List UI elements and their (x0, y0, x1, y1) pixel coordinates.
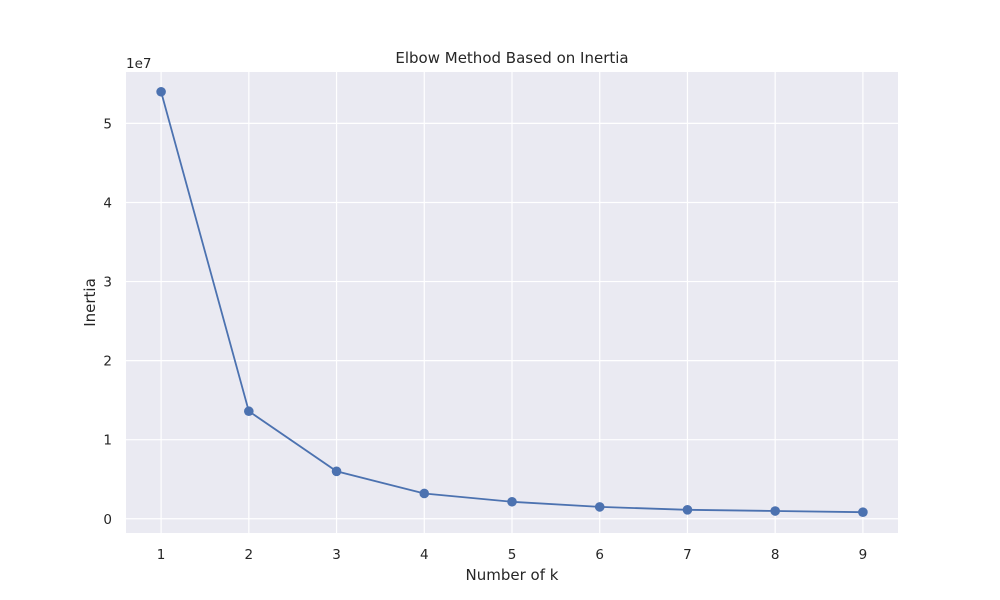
data-point (244, 406, 254, 417)
series-group (156, 86, 868, 518)
data-point (156, 86, 166, 97)
y-tick-label: 1 (103, 433, 112, 449)
x-tick-label: 3 (332, 547, 341, 563)
data-point (594, 502, 605, 512)
ticks: 1 2 3 4 5 6 7 8 9 0 1 2 3 4 5 (103, 116, 867, 563)
y-axis-offset-label: 1e7 (126, 56, 151, 72)
grid (126, 72, 898, 533)
y-tick-label: 3 (103, 275, 112, 291)
data-point (858, 507, 868, 518)
y-axis-label: Inertia (81, 278, 99, 327)
x-tick-label: 9 (859, 547, 868, 563)
x-tick-label: 4 (420, 547, 429, 563)
x-tick-label: 2 (245, 547, 254, 563)
data-point (419, 488, 430, 499)
y-tick-label: 0 (103, 512, 112, 528)
x-axis-label: Number of k (466, 566, 559, 584)
data-point (331, 466, 342, 477)
x-tick-label: 8 (771, 547, 780, 563)
x-tick-label: 1 (157, 547, 166, 563)
y-tick-label: 4 (103, 195, 112, 211)
y-tick-label: 2 (103, 354, 112, 370)
chart-title: Elbow Method Based on Inertia (395, 49, 628, 67)
data-point (770, 506, 780, 516)
data-point (507, 496, 517, 507)
x-tick-label: 6 (595, 547, 604, 563)
data-point (682, 505, 693, 515)
x-tick-label: 7 (683, 547, 692, 563)
x-tick-label: 5 (508, 547, 517, 563)
y-tick-label: 5 (103, 116, 112, 132)
